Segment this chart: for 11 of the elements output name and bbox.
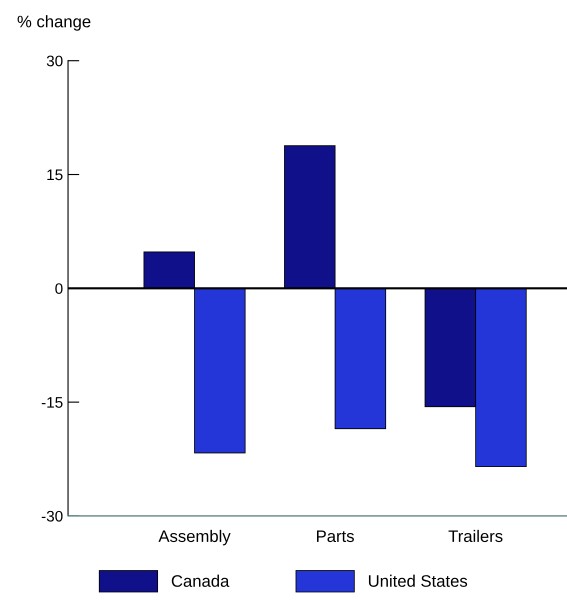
x-tick-label: Trailers — [448, 530, 503, 542]
x-tick-label: Parts — [317, 530, 354, 542]
legend-label: Canada — [172, 574, 230, 587]
y-tick-label: -30 — [42, 510, 63, 522]
x-tick-label: Assembly — [158, 530, 231, 546]
y-tick-label: -15 — [42, 397, 63, 408]
legend-label: United States — [368, 574, 468, 587]
y-tick-label: 0 — [55, 283, 63, 294]
y-axis-title: % change — [18, 15, 90, 31]
y-tick-label: 15 — [47, 170, 63, 180]
y-tick-label: 30 — [46, 56, 63, 66]
